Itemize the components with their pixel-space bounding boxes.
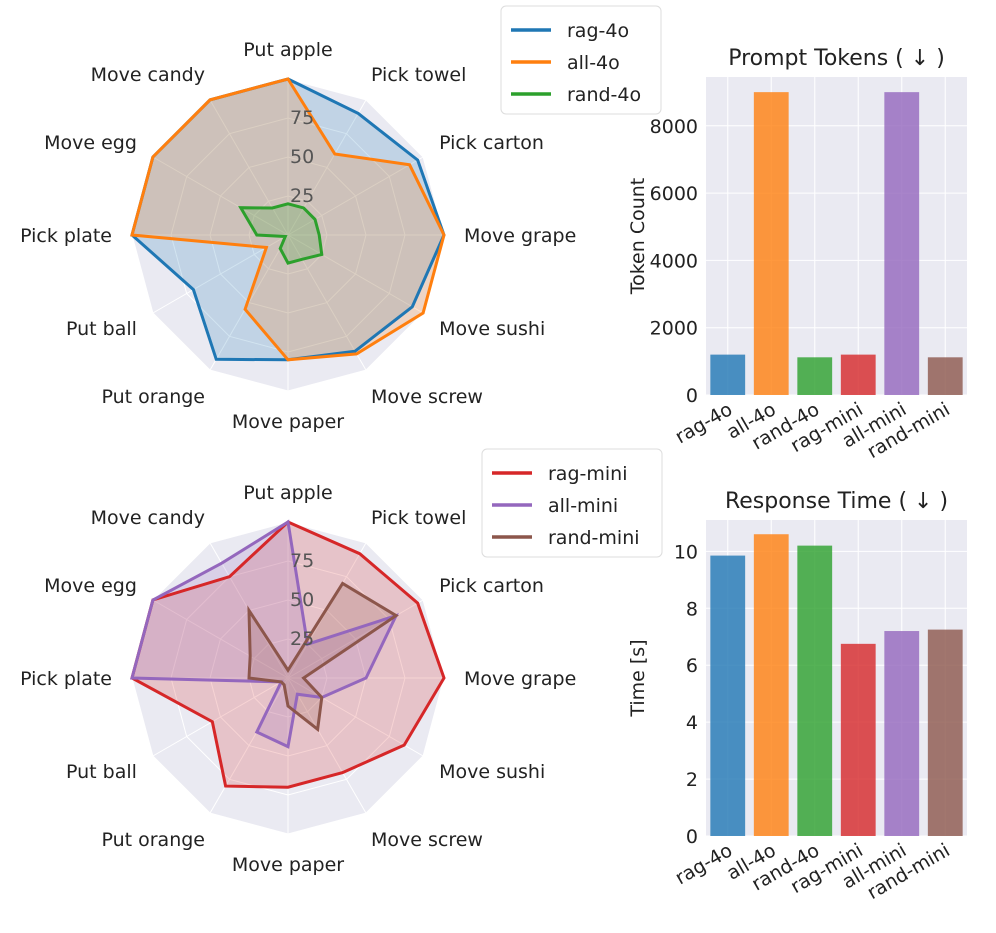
bar-chart-prompt-tokens: 02000400060008000rag-4oall-4orand-4orag-…: [627, 46, 967, 463]
radar-chart-4o: 25 50 75 Put apple Pick towel Pick carton Move…: [20, 39, 576, 433]
bar-rand-mini: [927, 357, 963, 395]
radar-line-rand-4o: [238, 202, 324, 265]
plot-background: [706, 520, 967, 836]
legend-4o: rag-4o all-4o rand-4o: [500, 5, 662, 115]
radial-tick-label: 25: [290, 628, 314, 650]
y-tick-label: 2: [686, 769, 698, 791]
category-label-move-sushi: Move sushi: [439, 318, 545, 340]
radar-area-rag-mini: [132, 522, 444, 788]
radial-tick-label: 25: [290, 185, 314, 207]
category-label-move-grape: Move grape: [464, 668, 576, 690]
category-label-pick-towel: Pick towel: [371, 507, 466, 529]
radial-tick-label: 75: [290, 550, 314, 572]
bar-rand-4o: [797, 545, 833, 836]
legend-box: [500, 5, 662, 115]
radar-spoke: [287, 234, 424, 314]
category-label-move-paper: Move paper: [232, 854, 344, 876]
y-tick-label: 6: [686, 655, 698, 677]
radar-spoke: [152, 156, 289, 236]
legend-label-all-4o: all-4o: [567, 52, 620, 74]
bar-rand-mini: [927, 629, 963, 836]
radar-area-all-4o: [132, 79, 444, 360]
chart-title: Response Time ( ↓ ): [725, 489, 948, 514]
legend-box: [481, 448, 663, 558]
y-axis-label: Token Count: [627, 178, 649, 296]
category-label-move-sushi: Move sushi: [439, 761, 545, 783]
legend-label-rand-4o: rand-4o: [567, 84, 641, 106]
bar-all-4o: [753, 92, 789, 396]
bar-all-4o: [753, 534, 789, 836]
bar-all-mini: [884, 92, 920, 396]
plot-background: [706, 77, 967, 395]
bar-rag-mini: [840, 643, 876, 836]
category-label-move-egg: Move egg: [44, 132, 137, 154]
category-label-put-ball: Put ball: [66, 761, 137, 783]
category-label-put-apple: Put apple: [243, 482, 332, 504]
category-label-pick-carton: Pick carton: [439, 132, 544, 154]
category-label-pick-plate: Pick plate: [20, 225, 112, 247]
radar-spoke: [287, 99, 367, 236]
radar-line-all-4o: [130, 77, 446, 362]
y-tick-label: 4000: [650, 250, 698, 272]
radial-tick-label: 50: [290, 146, 314, 168]
radar-spoke: [152, 677, 289, 757]
bar-rag-4o: [710, 354, 746, 395]
category-label-move-grape: Move grape: [464, 225, 576, 247]
category-label-move-egg: Move egg: [44, 575, 137, 597]
radar-spoke: [287, 234, 367, 371]
y-tick-label: 0: [686, 385, 698, 407]
y-axis-label: Time [s]: [627, 639, 649, 717]
radar-spoke: [209, 677, 289, 814]
category-label-pick-towel: Pick towel: [371, 64, 466, 86]
category-label-move-paper: Move paper: [232, 411, 344, 433]
category-label-put-ball: Put ball: [66, 318, 137, 340]
radar-area-rand-4o: [240, 203, 322, 264]
y-tick-label: 10: [674, 541, 698, 563]
category-label-put-orange: Put orange: [101, 386, 205, 408]
category-label-put-apple: Put apple: [243, 39, 332, 61]
radial-tick-label: 75: [290, 107, 314, 129]
category-label-pick-carton: Pick carton: [439, 575, 544, 597]
radar-spoke: [287, 156, 424, 236]
radar-spoke: [209, 99, 289, 236]
radar-spoke: [152, 599, 289, 679]
category-label-move-screw: Move screw: [371, 386, 483, 408]
y-tick-label: 4: [686, 712, 698, 734]
radar-chart-mini: 25 50 75 Put apple Pick towel Pick carton Move…: [20, 482, 576, 876]
bar-chart-response-time: 0246810rag-4oall-4orand-4orag-miniall-mi…: [627, 489, 967, 904]
bar-all-mini: [884, 631, 920, 836]
legend-label-all-mini: all-mini: [548, 495, 618, 517]
legend-label-rand-mini: rand-mini: [548, 527, 640, 549]
category-label-put-orange: Put orange: [101, 829, 205, 851]
radar-spoke: [287, 677, 367, 814]
category-label-move-candy: Move candy: [91, 507, 205, 529]
category-label-pick-plate: Pick plate: [20, 668, 112, 690]
radar-spoke: [287, 599, 424, 679]
radar-spoke: [287, 677, 424, 757]
bar-rag-mini: [840, 354, 876, 395]
category-label-move-candy: Move candy: [91, 64, 205, 86]
bar-rag-4o: [710, 555, 746, 836]
category-label-move-screw: Move screw: [371, 829, 483, 851]
legend-mini: rag-mini all-mini rand-mini: [481, 448, 663, 558]
bar-rand-4o: [797, 357, 833, 395]
legend-label-rag-mini: rag-mini: [548, 463, 627, 485]
radar-line-rand-mini: [247, 581, 399, 733]
y-tick-label: 8: [686, 598, 698, 620]
y-tick-label: 0: [686, 826, 698, 848]
y-tick-label: 6000: [650, 183, 698, 205]
chart-title: Prompt Tokens ( ↓ ): [728, 46, 945, 71]
y-tick-label: 2000: [650, 318, 698, 340]
radar-area-rag-4o: [132, 79, 444, 360]
legend-label-rag-4o: rag-4o: [567, 20, 629, 42]
radial-tick-label: 50: [290, 589, 314, 611]
y-tick-label: 8000: [650, 116, 698, 138]
